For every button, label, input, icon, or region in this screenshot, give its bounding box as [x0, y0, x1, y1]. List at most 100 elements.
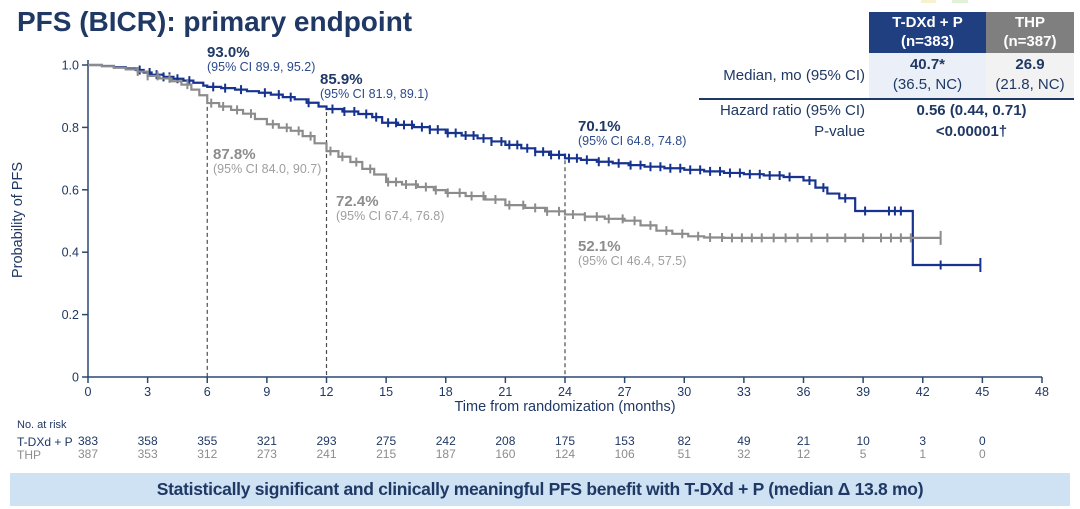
at-risk-count: 0 [979, 447, 986, 461]
cropped-logo-fragment [921, 0, 936, 3]
median-ci: (21.8, NC) [995, 76, 1065, 93]
hazard-row-label: Hazard ratio (95% CI) [719, 102, 865, 119]
x-tick-label: 6 [204, 385, 211, 399]
at-risk-count: 5 [859, 447, 867, 461]
y-tick-label: 0.8 [62, 121, 79, 135]
x-axis-title: Time from randomization (months) [454, 399, 676, 415]
at-risk-count: 383 [77, 434, 99, 448]
cropped-logo-fragment [952, 0, 968, 3]
at-risk-count: 241 [316, 447, 337, 461]
at-risk-count: 106 [614, 447, 635, 461]
at-risk-count: 312 [197, 447, 218, 461]
y-axis-title: Probability of PFS [10, 161, 26, 279]
x-tick-label: 9 [263, 385, 270, 399]
annotation-rate: 93.0% [207, 44, 250, 61]
at-risk-count: 153 [614, 434, 635, 448]
at-risk-count: 242 [435, 434, 456, 448]
x-tick-label: 24 [558, 385, 572, 399]
x-tick-label: 3 [144, 385, 151, 399]
median-row-label: Median, mo (95% CI) [723, 67, 865, 84]
at-risk-count: 175 [554, 434, 576, 448]
annotation-ci: (95% CI 64.8, 74.8) [578, 134, 687, 148]
arm-name: T-DXd + P [892, 14, 963, 31]
median-cell-thp: 26.9 (21.8, NC) [986, 53, 1074, 98]
x-tick-label: 12 [320, 385, 334, 399]
spacer [699, 12, 869, 53]
annotation-rate: 85.9% [320, 71, 363, 88]
y-tick-label: 0 [72, 371, 79, 385]
y-tick-label: 1.0 [62, 59, 79, 73]
at-risk-count: 353 [137, 447, 158, 461]
median-ci: (36.5, NC) [892, 76, 963, 93]
at-risk-count: 10 [856, 434, 870, 448]
column-header-thp: THP (n=387) [986, 12, 1074, 53]
x-tick-label: 42 [916, 385, 930, 399]
annotation-tdxd-6mo: 93.0% (95% CI 89.9, 95.2) [207, 45, 315, 75]
at-risk-count: 208 [495, 434, 516, 448]
annotation-thp-12mo: 72.4% (95% CI 67.4, 76.8) [336, 194, 444, 224]
at-risk-count: 273 [256, 447, 277, 461]
at-risk-count: 275 [376, 434, 397, 448]
y-tick-label: 0.4 [62, 246, 79, 260]
km-curve-thp [88, 63, 941, 239]
pvalue-value: <0.00001† [935, 123, 1008, 140]
at-risk-count: 124 [554, 447, 576, 461]
annotation-ci: (95% CI 67.4, 76.8) [336, 209, 445, 223]
at-risk-count: 321 [256, 434, 277, 448]
at-risk-count: 215 [376, 447, 397, 461]
x-tick-label: 15 [379, 385, 393, 399]
at-risk-count: 355 [197, 434, 218, 448]
summary-stats-table: T-DXd + P (n=383) THP (n=387) Median, mo… [699, 12, 1074, 142]
at-risk-label-thp: THP [17, 448, 41, 462]
table-divider [699, 98, 1074, 100]
at-risk-count: 358 [137, 434, 158, 448]
at-risk-count: 387 [77, 447, 99, 461]
at-risk-count: 82 [677, 434, 691, 448]
annotation-ci: (95% CI 84.0, 90.7) [213, 162, 322, 176]
at-risk-count: 12 [796, 447, 811, 461]
pvalue-row-label: P-value [814, 123, 865, 140]
y-tick-label: 0.2 [62, 308, 79, 322]
median-value: 40.7* [909, 56, 946, 73]
x-tick-label: 27 [618, 385, 632, 399]
x-tick-label: 0 [85, 385, 92, 399]
annotation-ci: (95% CI 89.9, 95.2) [207, 60, 316, 74]
annotation-ci: (95% CI 81.9, 89.1) [320, 87, 429, 101]
arm-n: (n=387) [1003, 33, 1057, 50]
annotation-rate: 52.1% [578, 238, 621, 255]
median-value: 26.9 [1015, 56, 1045, 73]
annotation-ci: (95% CI 46.4, 57.5) [578, 254, 687, 268]
annotation-rate: 70.1% [578, 118, 621, 135]
column-header-tdxd: T-DXd + P (n=383) [869, 12, 986, 53]
censor-ticks-thp [136, 67, 942, 245]
x-tick-label: 33 [737, 385, 751, 399]
y-tick-label: 0.6 [62, 183, 79, 197]
hazard-ratio-value: 0.56 (0.44, 0.71) [916, 102, 1027, 119]
at-risk-count: 1 [919, 447, 927, 461]
at-risk-heading: No. at risk [17, 419, 67, 431]
x-tick-label: 18 [439, 385, 453, 399]
arm-name: THP [1015, 14, 1045, 31]
conclusion-text: Statistically significant and clinically… [156, 479, 924, 499]
annotation-tdxd-12mo: 85.9% (95% CI 81.9, 89.1) [320, 72, 428, 102]
at-risk-count: 3 [919, 434, 927, 448]
at-risk-count: 187 [435, 447, 456, 461]
annotation-tdxd-24mo: 70.1% (95% CI 64.8, 74.8) [578, 119, 686, 149]
censor-ticks-tdxd [138, 65, 982, 272]
page-title: PFS (BICR): primary endpoint [17, 6, 413, 37]
at-risk-count: 21 [796, 434, 811, 448]
at-risk-count: 293 [316, 434, 337, 448]
at-risk-count: 49 [737, 434, 751, 448]
at-risk-count: 32 [737, 447, 751, 461]
at-risk-count: 0 [979, 434, 986, 448]
arm-n: (n=383) [901, 33, 954, 50]
annotation-rate: 87.8% [213, 146, 256, 163]
at-risk-count: 51 [677, 447, 691, 461]
x-tick-label: 36 [797, 385, 811, 399]
annotation-thp-24mo: 52.1% (95% CI 46.4, 57.5) [578, 239, 686, 269]
at-risk-label-tdxd: T-DXd + P [17, 435, 73, 449]
annotation-thp-6mo: 87.8% (95% CI 84.0, 90.7) [213, 147, 321, 177]
x-tick-label: 21 [498, 385, 512, 399]
x-tick-label: 30 [677, 385, 691, 399]
